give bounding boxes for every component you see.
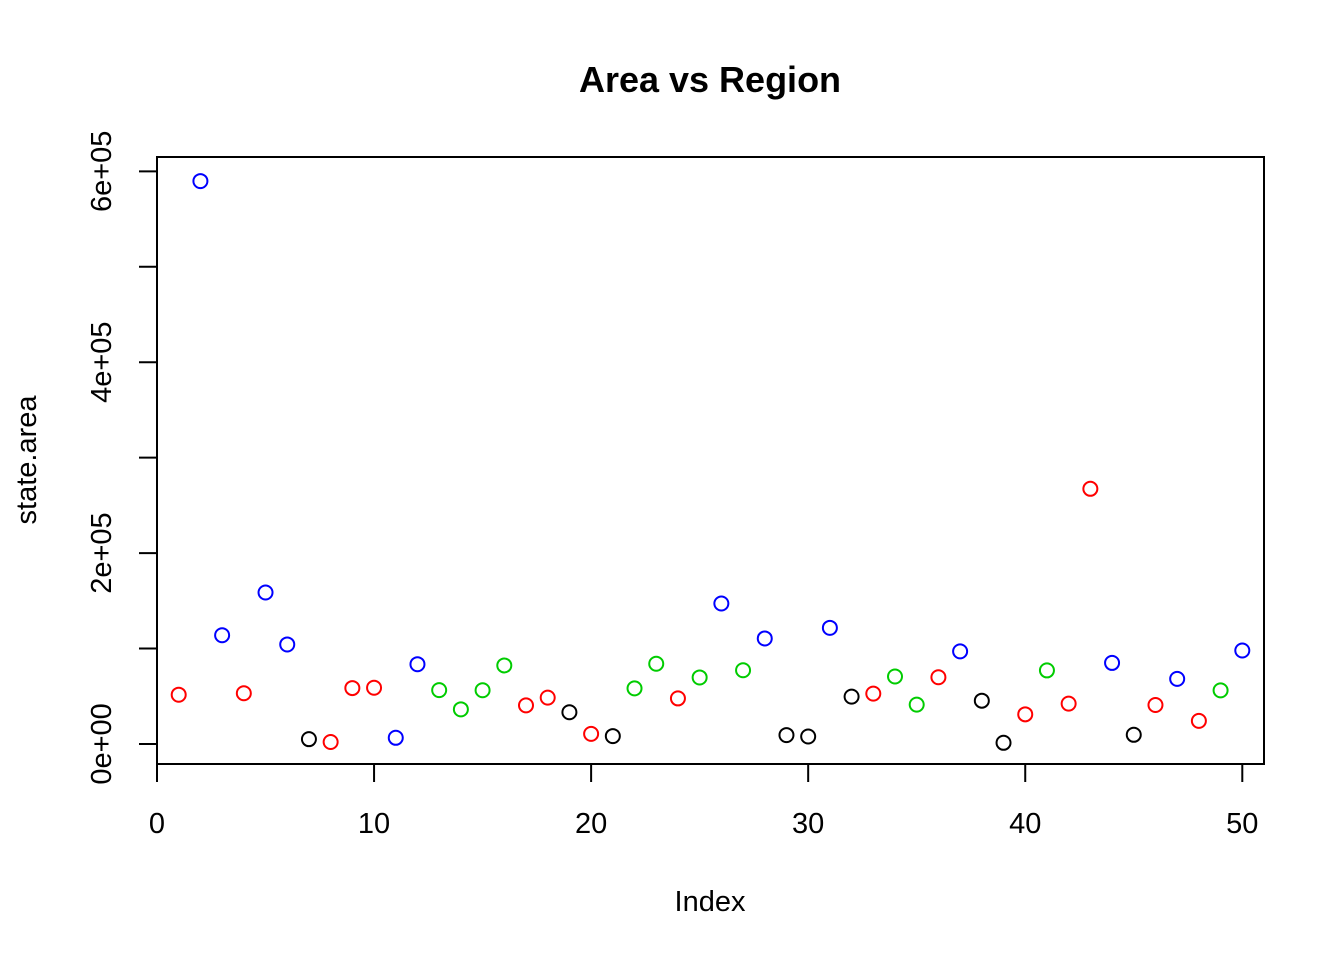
data-point [257, 584, 274, 601]
x-tick-label: 0 [149, 808, 165, 840]
x-tick-label: 50 [1226, 808, 1258, 840]
data-point [387, 729, 404, 746]
y-tick-label: 6e+05 [86, 131, 118, 212]
x-axis: 0 10 20 30 40 50 [149, 763, 1258, 840]
data-point [1169, 670, 1186, 687]
x-tick-label: 40 [1009, 808, 1041, 840]
data-point [474, 682, 491, 699]
data-point [1234, 642, 1251, 659]
data-point [344, 680, 361, 697]
data-point [518, 697, 534, 714]
data-point [1082, 480, 1099, 497]
data-point [431, 682, 448, 699]
x-tick-label: 20 [575, 808, 607, 840]
chart-title: Area vs Region [579, 59, 841, 100]
data-point [930, 669, 947, 686]
data-point [1147, 697, 1164, 714]
data-point [1017, 706, 1034, 723]
data-point [626, 680, 643, 697]
data-point [539, 689, 556, 706]
data-point [843, 688, 860, 705]
x-axis-title: Index [675, 886, 746, 918]
data-point [973, 692, 990, 709]
data-point [409, 656, 426, 673]
data-point [561, 704, 578, 721]
y-tick-label: 0e+00 [86, 703, 118, 784]
data-point [366, 679, 383, 696]
data-point [604, 728, 621, 745]
data-point [1060, 695, 1077, 712]
data-point [865, 685, 882, 702]
data-point [214, 627, 231, 644]
data-point [583, 725, 600, 742]
data-point [322, 733, 339, 750]
data-point [691, 669, 708, 686]
data-point [887, 668, 903, 685]
data-point [192, 173, 209, 190]
data-point [300, 731, 317, 748]
data-point [756, 630, 773, 647]
y-axis: 0e+00 2e+05 4e+05 6e+05 [86, 131, 158, 785]
data-point [496, 657, 513, 674]
plot-frame [156, 156, 1265, 765]
data-point [952, 643, 969, 660]
data-point [800, 728, 817, 745]
y-tick-label: 4e+05 [86, 321, 118, 402]
data-point [995, 734, 1012, 751]
y-axis-title: state.area [11, 395, 43, 525]
x-tick-label: 30 [792, 808, 824, 840]
data-point [1125, 726, 1142, 743]
data-point [452, 701, 469, 718]
data-point [821, 619, 838, 636]
data-point [778, 727, 795, 744]
data-point [1038, 662, 1055, 679]
data-point [713, 595, 730, 612]
data-points [170, 173, 1251, 751]
data-point [1190, 712, 1207, 729]
y-tick-label: 2e+05 [86, 512, 118, 593]
data-point [1212, 682, 1229, 699]
data-point [170, 686, 187, 703]
data-point [669, 690, 686, 707]
data-point [908, 696, 925, 713]
data-point [279, 636, 296, 653]
data-point [648, 655, 665, 672]
data-point [235, 685, 252, 702]
data-point [735, 662, 752, 679]
data-point [1104, 654, 1121, 671]
x-tick-label: 10 [358, 808, 390, 840]
